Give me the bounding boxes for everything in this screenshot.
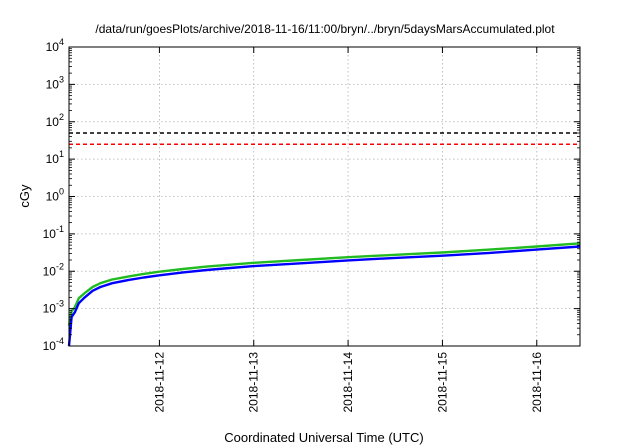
y-tick-base: 10 [46,152,60,166]
y-tick-exponent: -3 [56,299,64,309]
y-tick-exponent: -1 [56,224,64,234]
y-tick-exponent: 1 [59,149,64,159]
y-tick-label: 10-3 [43,299,64,316]
x-axis: 2018-11-12 2018-11-13 2018-11-14 2018-11-15… [152,47,544,413]
y-tick-base: 10 [43,302,57,316]
series-layer [67,242,581,347]
y-tick-exponent: 3 [59,74,64,84]
y-tick-base: 10 [46,40,60,54]
y-tick-exponent: 4 [59,37,64,47]
y-tick-exponent: -2 [56,261,64,271]
y-tick-label: 100 [46,187,64,204]
y-axis-label: cGy [17,184,32,208]
y-tick-label: 10-4 [43,336,64,353]
reference-lines [69,132,580,146]
y-tick-base: 10 [43,339,57,353]
y-tick-base: 10 [43,264,57,278]
x-tick-label: 2018-11-12 [152,352,166,413]
grid [69,46,580,347]
y-tick-label: 103 [46,74,64,91]
y-tick-base: 10 [46,190,60,204]
y-tick-label: 102 [46,112,64,129]
y-tick-exponent: 2 [59,112,64,122]
chart-title: /data/run/goesPlots/archive/2018-11-16/1… [95,22,555,36]
y-tick-label: 104 [46,37,64,54]
y-tick-base: 10 [46,115,60,129]
x-tick-label: 2018-11-16 [530,352,544,413]
y-tick-label: 101 [46,149,64,166]
series-line [67,242,581,326]
y-tick-exponent: -4 [56,336,64,346]
x-tick-label: 2018-11-14 [341,352,355,413]
y-tick-label: 10-2 [43,261,64,278]
y-tick-base: 10 [43,227,57,241]
x-tick-label: 2018-11-15 [435,352,449,413]
x-tick-label: 2018-11-13 [247,352,261,413]
y-tick-label: 10-1 [43,224,64,241]
y-tick-base: 10 [46,77,60,91]
series-line [67,245,581,347]
x-axis-label: Coordinated Universal Time (UTC) [224,430,423,445]
y-tick-exponent: 0 [59,187,64,197]
